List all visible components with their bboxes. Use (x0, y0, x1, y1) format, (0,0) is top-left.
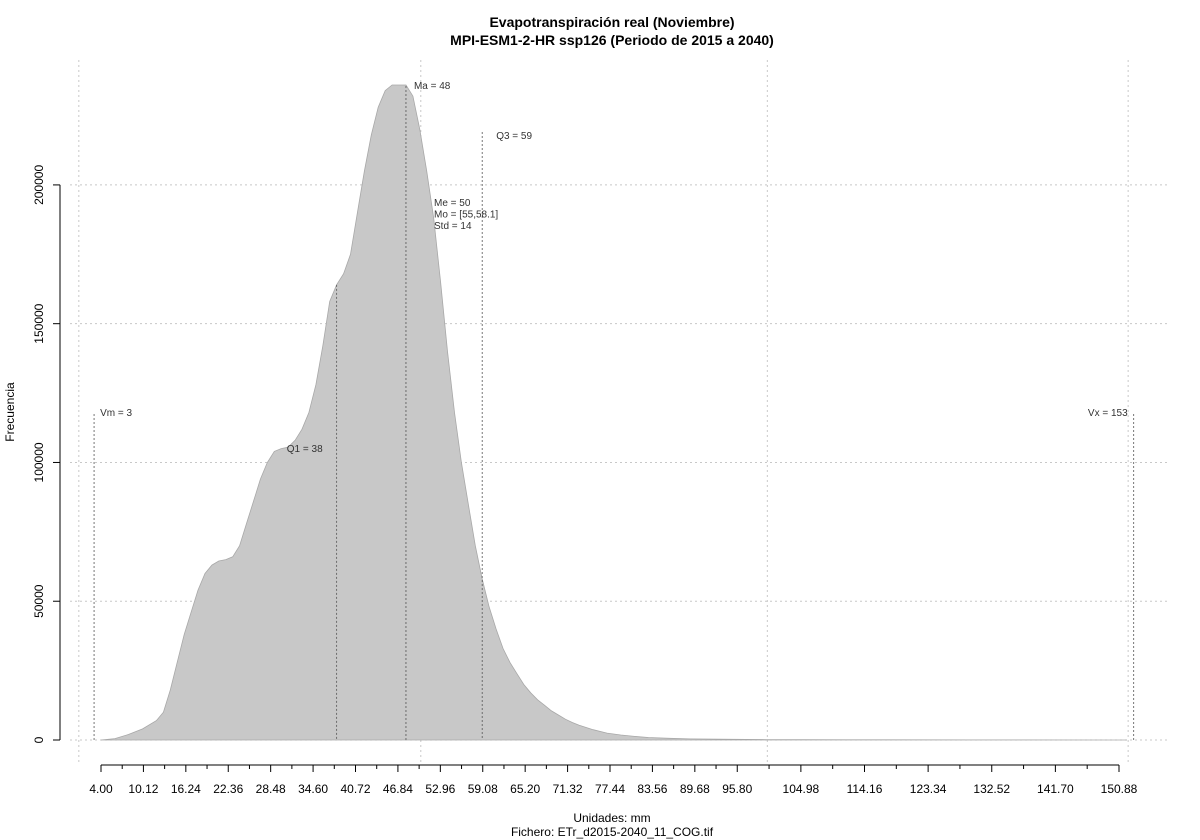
x-axis-label: Unidades: mm (573, 811, 650, 825)
x-tick-label: 40.72 (340, 782, 370, 796)
y-tick-label: 100000 (32, 442, 46, 482)
x-tick-label: 46.84 (383, 782, 413, 796)
footer-filename: Fichero: ETr_d2015-2040_11_COG.tif (511, 825, 714, 839)
x-tick-label: 150.88 (1101, 782, 1138, 796)
annotations: Vm = 3 Vx = 153 Q1 = 38 Ma = 48 Q3 = 59 Me = … (93, 81, 1135, 740)
vx-label: Vx = 153 (1088, 408, 1128, 419)
x-tick-label: 4.00 (89, 782, 113, 796)
y-tick-label: 50000 (32, 584, 46, 618)
x-tick-label: 65.20 (510, 782, 540, 796)
x-tick-label: 89.68 (680, 782, 710, 796)
x-tick-label: 52.96 (425, 782, 455, 796)
axes: 4.00 10.12 16.24 22.36 28.48 34.60 40.72 46.84 5… (32, 165, 1138, 796)
x-tick-label: 59.08 (468, 782, 498, 796)
stats-label: Mo = [55,58.1] (434, 210, 498, 221)
chart-title: Evapotranspiración real (Noviembre) (489, 14, 734, 30)
x-tick-label: 77.44 (595, 782, 625, 796)
x-tick-label: 132.52 (973, 782, 1010, 796)
y-tick-label: 200000 (32, 165, 46, 205)
stats-label: Me = 50 (434, 198, 471, 209)
x-tick-label: 104.98 (783, 782, 820, 796)
x-tick-label: 123.34 (910, 782, 947, 796)
q3-label: Q3 = 59 (496, 131, 532, 142)
x-tick-label: 141.70 (1037, 782, 1074, 796)
y-tick-label: 0 (32, 736, 46, 743)
x-tick-label: 22.36 (213, 782, 243, 796)
ma-label: Ma = 48 (414, 81, 451, 92)
x-tick-label: 16.24 (171, 782, 201, 796)
x-tick-label: 95.80 (722, 782, 752, 796)
vm-label: Vm = 3 (100, 408, 132, 419)
x-tick-label: 114.16 (847, 782, 883, 796)
y-tick-label: 150000 (32, 303, 46, 343)
x-tick-label: 71.32 (553, 782, 583, 796)
y-axis-label: Frecuencia (3, 382, 17, 442)
density-area (100, 84, 1127, 741)
x-tick-label: 83.56 (637, 782, 667, 796)
q1-label: Q1 = 38 (287, 444, 323, 455)
stats-label: Std = 14 (434, 221, 472, 232)
density-area-path (100, 84, 1127, 741)
chart-subtitle: MPI-ESM1-2-HR ssp126 (Periodo de 2015 a … (450, 32, 774, 48)
x-tick-label: 34.60 (298, 782, 328, 796)
x-tick-label: 28.48 (256, 782, 286, 796)
x-tick-label: 10.12 (128, 782, 158, 796)
